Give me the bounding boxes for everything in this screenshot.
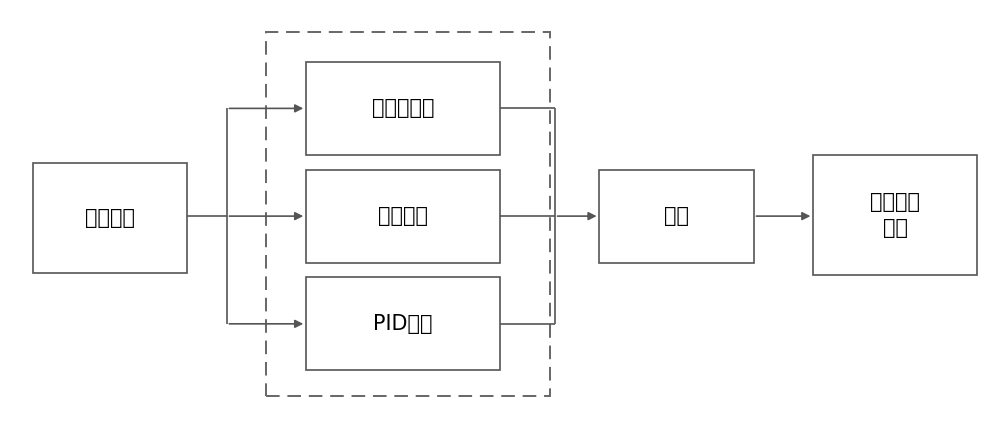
Bar: [813, 155, 977, 275]
Text: 频率判断: 频率判断: [378, 206, 428, 226]
Bar: [306, 169, 500, 263]
Text: 锁频: 锁频: [664, 206, 689, 226]
Bar: [306, 62, 500, 155]
Bar: [33, 163, 187, 273]
Text: 自旋信息
读出: 自旋信息 读出: [870, 192, 920, 238]
Text: 检测透射波: 检测透射波: [372, 98, 434, 119]
Text: PID控制: PID控制: [373, 314, 433, 334]
Text: 微波扫频: 微波扫频: [85, 208, 135, 228]
Bar: [306, 277, 500, 370]
Bar: [599, 169, 754, 263]
Bar: [266, 33, 550, 395]
